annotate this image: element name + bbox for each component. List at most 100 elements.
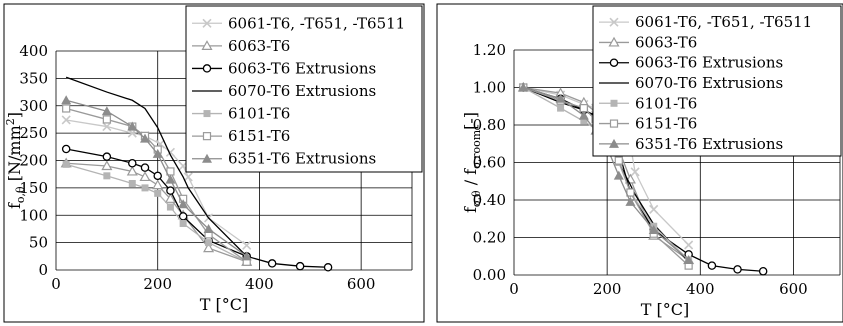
data-point bbox=[758, 266, 768, 276]
x-tick-label: 200 bbox=[143, 275, 172, 293]
series-6063-t6-extrusions bbox=[61, 144, 333, 272]
x-tick-label: 200 bbox=[593, 280, 622, 298]
series-6101-t6 bbox=[62, 160, 251, 266]
y-tick-label: 300 bbox=[19, 97, 48, 115]
data-point bbox=[126, 165, 138, 176]
legend-entry: 6061-T6, -T651, -T6511 bbox=[635, 13, 812, 31]
data-point bbox=[242, 240, 252, 250]
legend-entry: 6351-T6 Extrusions bbox=[228, 150, 376, 168]
data-point bbox=[139, 171, 151, 182]
legend-entry: 6063-T6 bbox=[635, 33, 697, 51]
data-point bbox=[101, 106, 112, 116]
data-point bbox=[102, 121, 112, 132]
y-tick-label: 150 bbox=[19, 179, 48, 197]
x-tick-label: 0 bbox=[51, 275, 61, 293]
legend-swatch-marker bbox=[608, 36, 620, 47]
legend-swatch-marker bbox=[609, 17, 619, 27]
data-point bbox=[152, 179, 164, 190]
data-point bbox=[183, 172, 193, 182]
series-line bbox=[65, 76, 248, 257]
data-point bbox=[128, 179, 136, 187]
x-axis-label: T [°C] bbox=[200, 295, 248, 314]
data-point bbox=[178, 199, 189, 209]
data-point bbox=[557, 104, 565, 112]
data-point bbox=[127, 121, 138, 131]
data-point bbox=[101, 160, 113, 171]
data-point bbox=[61, 144, 71, 154]
y-axis-label: fo,θ / fo,room[-] bbox=[461, 112, 483, 213]
legend-swatch-marker bbox=[202, 64, 212, 73]
data-point bbox=[630, 167, 640, 177]
legend-swatch-marker bbox=[203, 110, 211, 118]
x-tick-label: 600 bbox=[347, 275, 376, 293]
series-6070-t6-extrusions bbox=[65, 76, 248, 257]
y-axis-label: fo,θ [N/mm2] bbox=[4, 112, 27, 209]
data-point bbox=[518, 82, 529, 92]
data-point bbox=[178, 212, 188, 221]
y-tick-label: 0.60 bbox=[473, 154, 506, 172]
data-point bbox=[613, 170, 624, 180]
data-point bbox=[154, 189, 162, 197]
x-tick-label: 400 bbox=[686, 280, 715, 298]
data-point bbox=[61, 115, 71, 125]
y-tick-label: 400 bbox=[19, 42, 48, 60]
data-point bbox=[102, 115, 111, 124]
data-point bbox=[625, 196, 636, 206]
data-point bbox=[733, 265, 742, 274]
data-point bbox=[578, 110, 589, 120]
data-point bbox=[61, 95, 72, 105]
legend-entry: 6070-T6 Extrusions bbox=[635, 74, 783, 92]
data-point bbox=[102, 152, 112, 161]
legend-entry: 6151-T6 bbox=[635, 115, 697, 133]
data-point bbox=[203, 242, 215, 253]
data-point bbox=[62, 160, 70, 168]
y-tick-label: 50 bbox=[29, 234, 48, 252]
data-point bbox=[580, 117, 588, 125]
legend-swatch-marker bbox=[202, 132, 212, 141]
legend-entry: 6070-T6 Extrusions bbox=[228, 82, 376, 100]
legend-entry: 6063-T6 Extrusions bbox=[228, 59, 376, 77]
data-point bbox=[62, 104, 71, 113]
legend-entry: 6061-T6, -T651, -T6511 bbox=[228, 14, 405, 32]
legend-box bbox=[592, 5, 842, 157]
data-point bbox=[128, 158, 137, 168]
panel-frame bbox=[436, 3, 843, 323]
data-point bbox=[555, 93, 566, 103]
data-point bbox=[103, 172, 111, 180]
legend-swatch-marker bbox=[609, 119, 619, 128]
data-point bbox=[707, 261, 717, 270]
data-point bbox=[579, 104, 588, 113]
chart-2: 0.00 0.20 0.40 0.60 0.80 1.00 1.20 0 200 400 600 T … bbox=[436, 3, 843, 323]
series-line bbox=[66, 119, 248, 246]
y-tick-label: 1.20 bbox=[473, 41, 506, 59]
y-tick-label: 250 bbox=[19, 124, 48, 142]
data-point bbox=[323, 263, 333, 272]
y-tick-label: 350 bbox=[19, 69, 48, 87]
data-point bbox=[205, 239, 213, 247]
legend-swatch-marker bbox=[202, 18, 212, 28]
data-point bbox=[203, 223, 214, 233]
legend-entry: 6101-T6 bbox=[635, 94, 697, 112]
data-point bbox=[140, 163, 150, 172]
chart-1: 0 50 100 150 200 250 300 350 400 0 200 400 600 T [°C]… bbox=[3, 3, 425, 323]
panel-frame bbox=[3, 3, 425, 323]
data-point bbox=[165, 174, 176, 184]
data-point bbox=[267, 259, 277, 268]
y-tick-label: 200 bbox=[19, 152, 48, 170]
x-axis-label: T [°C] bbox=[641, 300, 689, 319]
data-point bbox=[614, 156, 623, 165]
y-tick-label: 0.80 bbox=[473, 116, 506, 134]
data-point bbox=[164, 193, 176, 203]
legend-entry: 6151-T6 bbox=[228, 127, 290, 145]
legend-entry: 6063-T6 bbox=[228, 37, 290, 55]
data-point bbox=[295, 261, 305, 271]
y-tick-label: 0.00 bbox=[473, 266, 506, 284]
y-tick-label: 100 bbox=[19, 206, 48, 224]
data-point bbox=[153, 171, 162, 181]
legend-entry: 6351-T6 Extrusions bbox=[635, 135, 783, 153]
legend-swatch-marker bbox=[609, 138, 619, 148]
legend-entry: 6063-T6 Extrusions bbox=[635, 54, 783, 72]
y-tick-label: 0.40 bbox=[473, 191, 506, 209]
legend-swatch-marker bbox=[609, 58, 619, 67]
